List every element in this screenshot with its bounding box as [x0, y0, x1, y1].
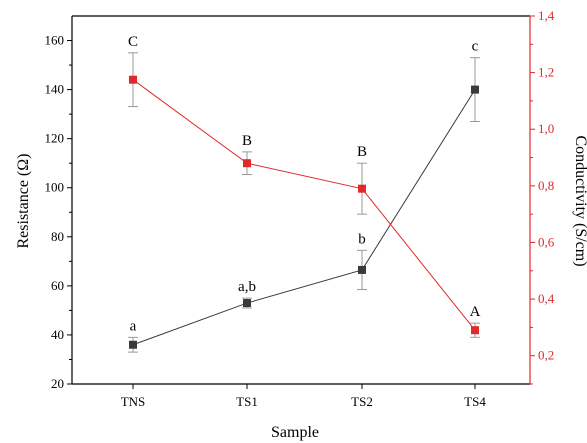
- y-tick-label: 160: [45, 33, 65, 48]
- data-point: [358, 184, 366, 193]
- x-tick-label: TS1: [236, 394, 258, 409]
- y2-tick-label: 1,0: [538, 121, 554, 136]
- x-tick-label: TNS: [121, 394, 146, 409]
- y2-tick-label: 1,2: [538, 65, 554, 80]
- y2-tick-label: 0,8: [538, 178, 554, 193]
- y-tick-label: 100: [45, 180, 65, 195]
- y2-tick-label: 0,6: [538, 234, 555, 249]
- y-tick-label: 140: [45, 82, 65, 97]
- y-tick-label: 20: [51, 376, 64, 391]
- significance-label: a: [130, 318, 137, 334]
- significance-label: c: [472, 39, 479, 55]
- significance-label: B: [357, 144, 367, 160]
- y-tick-label: 40: [51, 327, 64, 342]
- data-point: [243, 159, 251, 168]
- y2-tick-label: 0,4: [538, 291, 555, 306]
- significance-label: B: [242, 133, 252, 149]
- y-axis-title: Resistance (Ω): [15, 154, 32, 249]
- x-axis-title: Sample: [271, 424, 319, 441]
- x-tick-label: TS4: [464, 394, 486, 409]
- data-point: [129, 340, 137, 349]
- series-line-0: [132, 89, 476, 346]
- y-tick-label: 60: [51, 278, 64, 293]
- y-tick-label: 120: [45, 131, 65, 146]
- data-point: [471, 326, 479, 335]
- data-point: [129, 75, 137, 84]
- y2-axis-title: Conductivity (S/cm): [572, 135, 587, 266]
- plot-area: 20 40 60 80 100 120 140 160 0,2 0,4 0,6 0,8 1,0 1,2 1,…: [45, 8, 555, 409]
- significance-label: A: [470, 304, 481, 320]
- x-tick-label: TS2: [351, 394, 373, 409]
- data-point: [243, 299, 251, 308]
- y2-tick-label: 1,4: [538, 8, 555, 23]
- data-point: [358, 265, 366, 274]
- significance-label: b: [358, 231, 366, 247]
- data-point: [471, 85, 479, 94]
- y2-tick-label: 0,2: [538, 348, 554, 363]
- significance-label: C: [128, 34, 138, 50]
- y-tick-label: 80: [51, 229, 64, 244]
- series-line-1: [132, 79, 476, 331]
- significance-label: a,b: [238, 279, 256, 295]
